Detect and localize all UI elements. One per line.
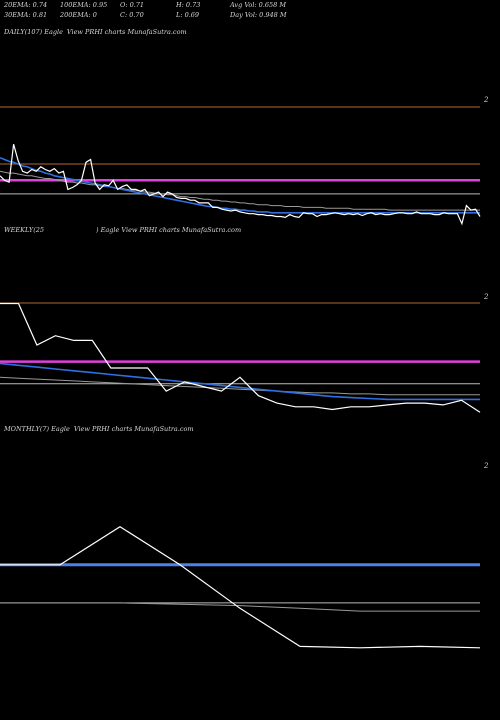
daily-panel-label: DAILY(107) Eagle View PRHI charts MunafaS… [4, 28, 187, 36]
weekly-price-line [0, 302, 481, 413]
stat-close: C: 0.70 [120, 11, 144, 19]
monthly-panel: 2 [0, 462, 489, 649]
weekly-panel-label: WEEKLY(25 ) Eagle View PRHI charts Munafa… [4, 226, 241, 234]
daily-price-line [0, 144, 481, 226]
stat-open: O: 0.71 [120, 1, 145, 9]
daily-ema-gray-line [0, 170, 480, 211]
weekly-label-prefix: WEEKLY(25 [4, 226, 45, 234]
weekly-label-suffix: ) Eagle View PRHI charts MunafaSutra.com [96, 226, 242, 234]
monthly-label-suffix: View PRHI charts MunafaSutra.com [73, 425, 194, 433]
stat-low: L: 0.69 [176, 11, 200, 19]
daily-label-prefix: DAILY(107) Eagle [4, 28, 63, 36]
weekly-ema-gray-line [0, 376, 480, 396]
monthly-price-line [0, 525, 481, 649]
monthly-panel-label: MONTHLY(7) Eagle View PRHI charts MunafaS… [4, 425, 194, 433]
stat-ema20: 20EMA: 0.74 [4, 1, 48, 9]
monthly-axis-tick: 2 [483, 462, 489, 470]
stat-ema100: 100EMA: 0.95 [60, 1, 108, 9]
daily-label-suffix: View PRHI charts MunafaSutra.com [66, 28, 187, 36]
daily-ema-blue-line [0, 156, 480, 214]
daily-panel: 2 [0, 96, 489, 226]
weekly-ema-blue-line [0, 362, 480, 401]
monthly-ema-gray-line [0, 602, 480, 612]
stat-day-vol: Day Vol: 0.948 M [230, 11, 287, 19]
stat-high: H: 0.73 [176, 1, 201, 9]
daily-axis-tick: 2 [483, 96, 489, 104]
stat-ema200: 200EMA: 0 [60, 11, 97, 19]
stat-avg-vol: Avg Vol: 0.658 M [230, 1, 287, 9]
stat-ema30: 30EMA: 0.81 [4, 11, 48, 19]
monthly-label-prefix: MONTHLY(7) Eagle [4, 425, 70, 433]
weekly-panel: 2 [0, 293, 489, 413]
weekly-axis-tick: 2 [483, 293, 489, 301]
